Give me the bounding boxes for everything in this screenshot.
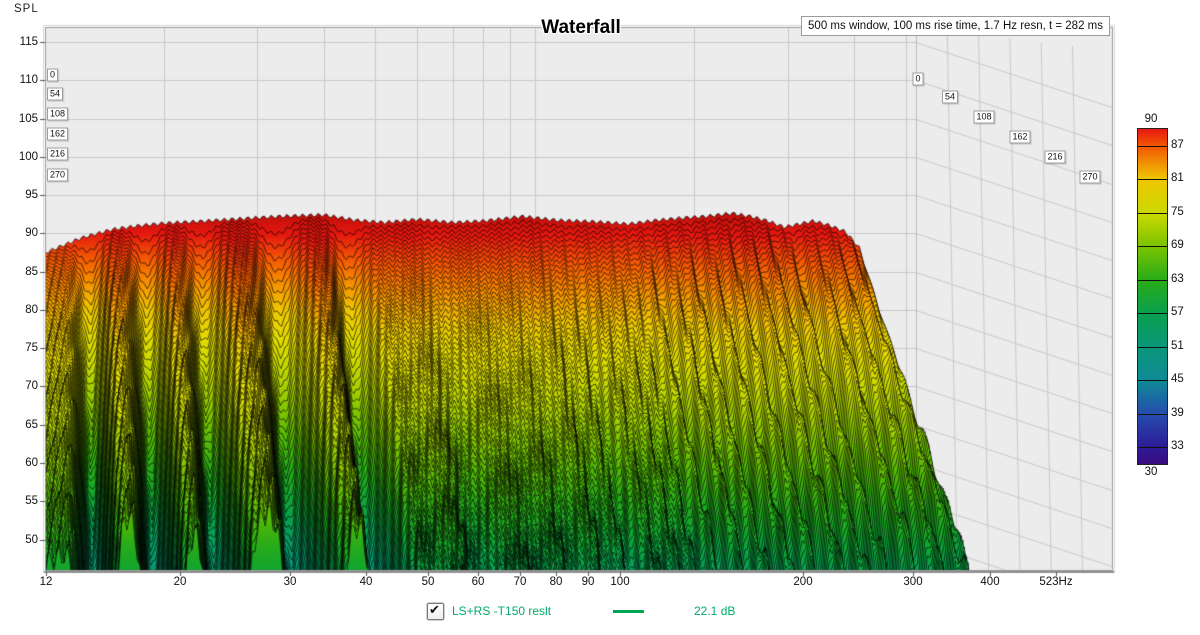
spl-tick-label: 80 — [25, 303, 38, 316]
color-scale-segment — [1138, 346, 1167, 381]
time-slice-label-left: 162 — [47, 127, 69, 141]
spl-tick-label: 55 — [25, 495, 38, 508]
color-scale-segment — [1138, 380, 1167, 414]
color-scale-segment — [1138, 129, 1167, 146]
color-scale-min-label: 30 — [1144, 466, 1158, 478]
freq-tick-label: 400 — [980, 576, 1000, 588]
color-scale-tick-label: 69 — [1171, 239, 1184, 252]
color-scale-tick-label: 63 — [1171, 272, 1184, 285]
color-scale-segment — [1138, 279, 1167, 314]
series-name-label[interactable]: LS+RS -T150 reslt — [452, 604, 552, 618]
freq-tick-label: 523Hz — [1039, 576, 1073, 588]
freq-tick-label: 40 — [359, 576, 373, 588]
color-scale-segment — [1138, 246, 1167, 280]
series-visibility-checkbox[interactable]: ✔ — [427, 602, 444, 620]
spl-axis-title: SPL — [14, 3, 39, 15]
spl-tick-label: 115 — [19, 36, 38, 48]
freq-tick-label: 12 — [39, 576, 53, 588]
color-scale-segment — [1138, 447, 1167, 464]
freq-tick-label: 70 — [513, 576, 527, 588]
color-scale-segment — [1138, 313, 1167, 347]
color-scale-segment — [1138, 179, 1167, 213]
freq-tick-label: 200 — [793, 576, 813, 588]
freq-tick-label: 90 — [581, 576, 595, 588]
color-scale-segment — [1138, 212, 1167, 247]
time-slice-label-left: 270 — [47, 168, 69, 182]
spl-tick-label: 60 — [25, 457, 38, 470]
color-scale-tick-label: 57 — [1171, 306, 1184, 319]
spl-tick-label: 50 — [25, 533, 38, 546]
time-slice-label-right: 216 — [1044, 150, 1066, 164]
color-scale-max-label: 90 — [1144, 113, 1158, 125]
time-slice-label-left: 0 — [47, 68, 59, 82]
spl-tick-label: 70 — [25, 380, 38, 393]
time-slice-label-right: 162 — [1009, 130, 1031, 144]
time-slice-label-right: 0 — [912, 72, 924, 86]
color-scale-segment — [1138, 413, 1167, 448]
freq-tick-label: 20 — [173, 576, 187, 588]
freq-tick-label: 50 — [421, 576, 435, 588]
spl-tick-label: 85 — [25, 265, 38, 278]
series-color-swatch-line — [613, 610, 644, 613]
color-scale-tick-label: 51 — [1171, 339, 1184, 352]
time-slice-label-left: 54 — [47, 87, 64, 101]
spl-tick-label: 110 — [19, 74, 38, 87]
spl-tick-label: 90 — [25, 227, 38, 240]
color-scale-tick-label: 81 — [1171, 172, 1184, 185]
spl-tick-label: 100 — [18, 150, 38, 163]
time-slice-label-right: 54 — [941, 90, 959, 104]
spl-tick-label: 95 — [25, 189, 38, 202]
freq-tick-label: 30 — [283, 576, 297, 588]
color-scale-tick-label: 75 — [1171, 205, 1184, 218]
series-level-value: 22.1 dB — [694, 604, 736, 618]
color-scale-tick-label: 39 — [1171, 406, 1184, 419]
color-scale-gradient — [1137, 128, 1168, 465]
checkmark-icon: ✔ — [429, 602, 440, 617]
color-scale-segment — [1138, 145, 1167, 180]
spl-tick-label: 75 — [25, 342, 38, 355]
color-scale-tick-label: 33 — [1171, 440, 1184, 453]
time-slice-label-right: 108 — [973, 110, 995, 124]
color-scale-tick-label: 45 — [1171, 373, 1184, 386]
freq-tick-label: 100 — [610, 576, 630, 588]
measurement-info-box: 500 ms window, 100 ms rise time, 1.7 Hz … — [801, 16, 1110, 36]
spl-tick-label: 65 — [25, 418, 38, 431]
freq-tick-label: 300 — [903, 576, 923, 588]
freq-tick-label: 60 — [471, 576, 485, 588]
time-slice-label-right: 270 — [1079, 170, 1101, 184]
spl-tick-label: 105 — [18, 112, 38, 125]
time-slice-label-left: 216 — [47, 147, 69, 161]
color-scale-tick-label: 87 — [1171, 138, 1184, 151]
freq-tick-label: 80 — [549, 576, 563, 588]
time-slice-label-left: 108 — [47, 107, 69, 121]
chart-title: Waterfall — [541, 17, 621, 38]
